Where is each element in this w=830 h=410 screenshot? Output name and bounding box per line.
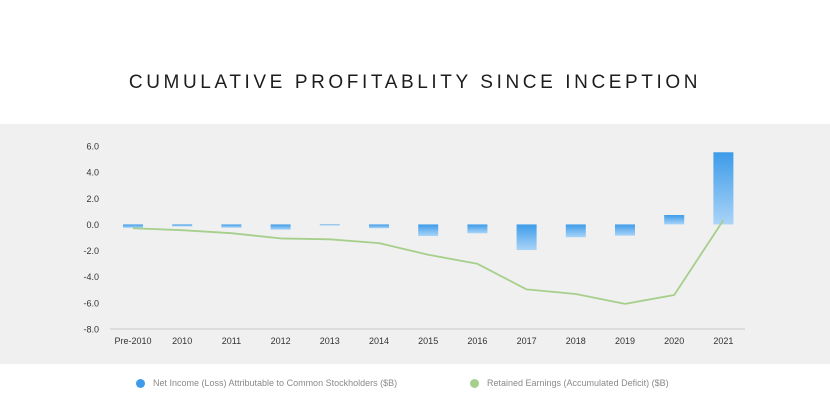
x-tick-label: 2011	[222, 336, 241, 346]
x-tick-label: 2012	[271, 336, 291, 346]
bars-series	[123, 152, 734, 251]
x-tick-label: 2014	[369, 336, 389, 346]
bar	[123, 224, 143, 228]
y-tick-label: -4.0	[83, 272, 99, 282]
legend-marker-net-income	[136, 378, 145, 388]
x-tick-label: 2016	[467, 336, 487, 346]
y-tick-label: -8.0	[83, 325, 99, 335]
x-tick-label: 2017	[517, 336, 537, 346]
x-tick-label: 2019	[615, 336, 635, 346]
bar	[664, 215, 685, 225]
chart-plot: 6.0 4.0 2.0 0.0 -2.0 -4.0 -6.0 -8.0 Pre-2010 201…	[83, 142, 745, 346]
bar	[516, 224, 537, 251]
y-axis: 6.0 4.0 2.0 0.0 -2.0 -4.0 -6.0 -8.0	[83, 142, 99, 335]
legend-label-retained-earnings: Retained Earnings (Accumulated Deficit) …	[487, 378, 669, 388]
bar	[418, 224, 439, 237]
x-tick-label: 2021	[713, 336, 733, 346]
y-tick-label: -6.0	[83, 298, 99, 308]
bar	[467, 224, 488, 234]
bar	[270, 224, 291, 230]
y-tick-label: 2.0	[86, 194, 99, 204]
legend-band	[0, 364, 830, 410]
x-tick-label: 2020	[664, 336, 684, 346]
line-series	[132, 219, 725, 305]
legend-item-net-income: Net Income (Loss) Attributable to Common…	[136, 378, 397, 388]
y-tick-label: -2.0	[83, 246, 99, 256]
bar	[221, 224, 242, 228]
legend-marker-retained-earnings	[470, 378, 479, 388]
x-tick-label: 2015	[418, 336, 438, 346]
legend-item-retained-earnings: Retained Earnings (Accumulated Deficit) …	[470, 378, 669, 388]
x-tick-label: 2018	[566, 336, 586, 346]
x-tick-label: 2010	[172, 336, 192, 346]
chart-panel: 6.0 4.0 2.0 0.0 -2.0 -4.0 -6.0 -8.0 Pre-2010 201…	[0, 124, 830, 364]
x-tick-label: Pre-2010	[114, 336, 151, 346]
bar	[713, 152, 734, 225]
bar	[615, 224, 635, 236]
y-tick-label: 0.0	[86, 220, 99, 230]
y-tick-label: 4.0	[86, 168, 99, 178]
bar	[172, 224, 193, 227]
x-tick-label: 2013	[320, 336, 340, 346]
bar	[565, 224, 586, 238]
chart-title: CUMULATIVE PROFITABLITY SINCE INCEPTION	[128, 72, 702, 93]
bar	[319, 224, 340, 226]
bar	[369, 224, 389, 229]
legend-label-net-income: Net Income (Loss) Attributable to Common…	[153, 378, 398, 388]
x-axis: Pre-2010 2010 2011 2012 2013 2014 2015 2016 2017…	[110, 328, 745, 346]
y-tick-label: 6.0	[86, 142, 99, 152]
